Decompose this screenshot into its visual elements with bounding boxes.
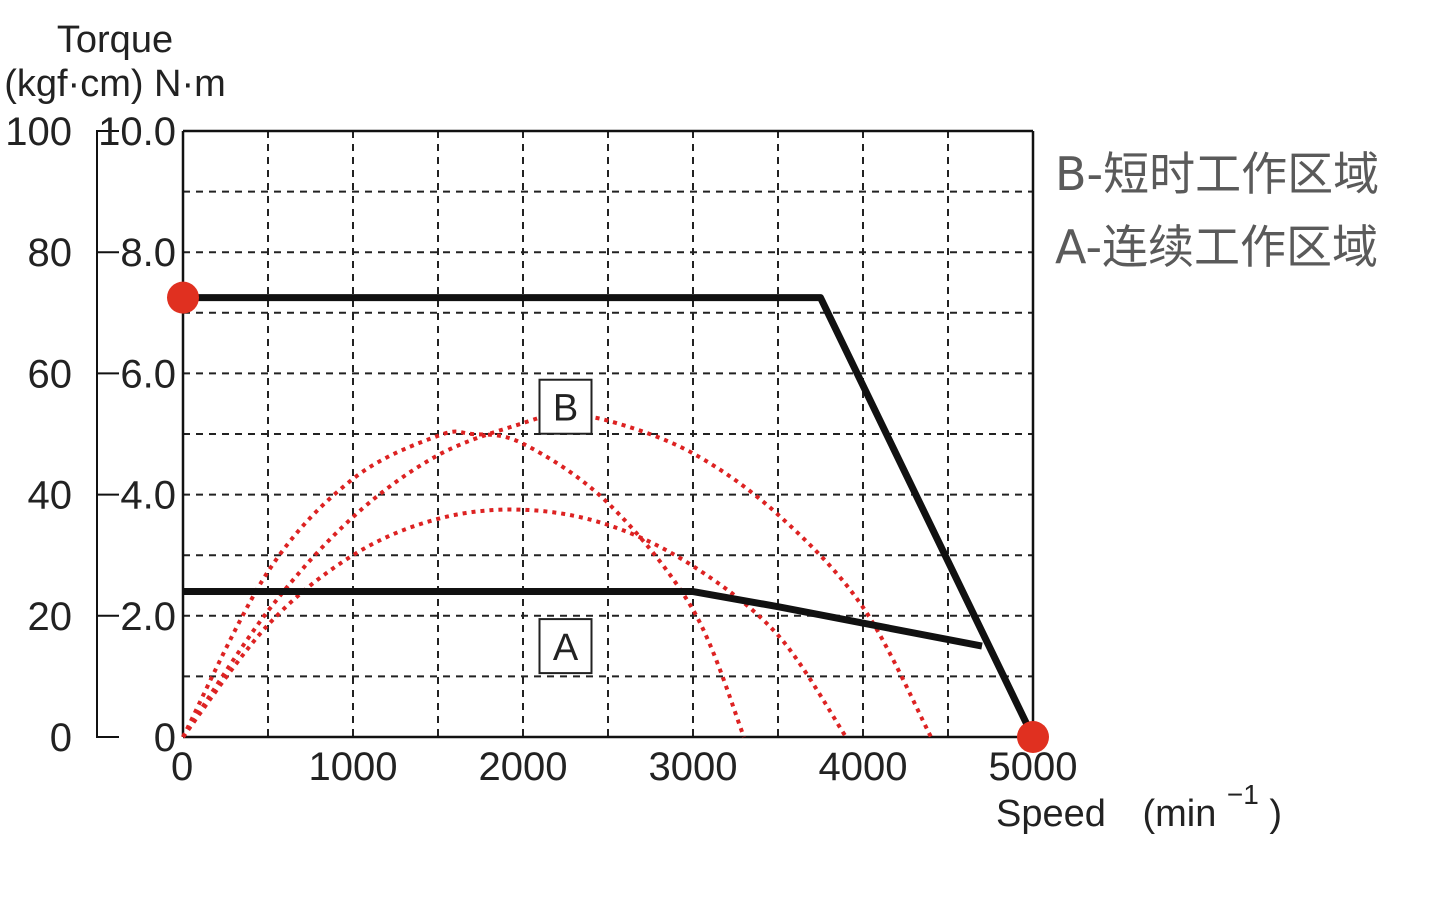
x-tick-label: 2000 bbox=[479, 745, 568, 789]
endpoint-marker bbox=[167, 281, 199, 314]
x-axis-unit-exponent: −1 bbox=[1227, 779, 1259, 810]
y-tick-label-nm: 2.0 bbox=[120, 595, 176, 639]
x-axis-unit-close: ) bbox=[1269, 793, 1282, 835]
x-tick-label: 5000 bbox=[989, 745, 1078, 789]
zone-label: B bbox=[553, 388, 578, 430]
operating-curve bbox=[181, 507, 848, 739]
zone-boundary-b bbox=[183, 294, 1037, 739]
x-axis-title: Speed (min −1 ) bbox=[996, 771, 1282, 835]
series-layer bbox=[181, 294, 1037, 739]
legend-line-a: A-连续工作区域 bbox=[1055, 220, 1378, 274]
y-tick-label-kgfcm: 100 bbox=[5, 110, 72, 154]
x-tick-label: 3000 bbox=[649, 745, 738, 789]
x-tick-label: 4000 bbox=[819, 745, 908, 789]
grid-lines bbox=[183, 131, 1033, 737]
zone-boundary-a bbox=[183, 588, 983, 650]
y-tick-label-nm: 6.0 bbox=[120, 352, 176, 396]
y-tick-label-nm: 10.0 bbox=[98, 110, 176, 154]
zone-label-box bbox=[538, 618, 593, 675]
y-axis-unit: (kgf·cm) N·m bbox=[4, 63, 226, 105]
legend-line-b: B-短时工作区域 bbox=[1055, 147, 1379, 201]
y-tick-label-nm: 0 bbox=[154, 716, 176, 760]
zone-label-box bbox=[538, 378, 593, 435]
plot-frame bbox=[96, 129, 1035, 739]
marker-layer bbox=[167, 281, 1049, 753]
x-axis-label: Speed bbox=[996, 793, 1106, 835]
x-tick-label: 0 bbox=[171, 745, 193, 789]
x-tick-label: 1000 bbox=[309, 745, 398, 789]
y-tick-label-nm: 4.0 bbox=[120, 474, 176, 518]
zone-label: A bbox=[553, 627, 579, 669]
endpoint-marker bbox=[1017, 721, 1049, 753]
y-tick-label-nm: 8.0 bbox=[120, 231, 176, 275]
y-axis-title: Torque bbox=[57, 19, 173, 61]
y-tick-label-kgfcm: 60 bbox=[28, 352, 73, 396]
y-tick-label-kgfcm: 80 bbox=[28, 231, 73, 275]
x-axis-unit: (min bbox=[1142, 793, 1216, 835]
y-tick-label-kgfcm: 40 bbox=[28, 474, 73, 518]
y-tick-label-kgfcm: 0 bbox=[50, 716, 72, 760]
y-tick-label-kgfcm: 20 bbox=[28, 595, 73, 639]
